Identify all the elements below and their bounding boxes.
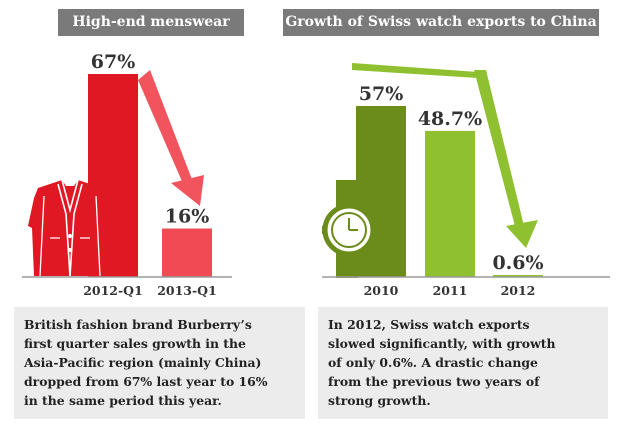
right-category-label: 2011: [433, 283, 468, 298]
left-category-label: 2013-Q1: [157, 283, 217, 298]
left-category-label: 2012-Q1: [83, 283, 143, 298]
right-down-arrow-icon: [352, 63, 538, 248]
left-bar-2013-Q1: [162, 228, 212, 277]
wristwatch-icon: [322, 180, 376, 278]
right-value-label: 0.6%: [492, 252, 543, 274]
right-chart-title: Growth of Swiss watch exports to China: [283, 9, 599, 36]
right-bar-2011: [425, 130, 475, 277]
right-category-label: 2010: [364, 283, 399, 298]
left-caption-text: British fashion brand Burberry’s first q…: [24, 317, 268, 408]
left-value-label: 16%: [165, 206, 210, 228]
right-value-label: 57%: [359, 83, 404, 105]
left-value-label: 67%: [91, 51, 136, 73]
left-chart-title: High-end menswear: [58, 9, 244, 36]
left-caption-panel: British fashion brand Burberry’s first q…: [14, 307, 305, 419]
right-caption-text: In 2012, Swiss watch exports slowed sign…: [328, 317, 556, 408]
right-caption-panel: In 2012, Swiss watch exports slowed sign…: [318, 307, 608, 419]
right-category-label: 2012: [501, 283, 536, 298]
charts-canvas: 67% 2012-Q1 16% 2013-Q1 57% 2010 48.7% 2011 0.6…: [22, 51, 610, 298]
right-value-label: 48.7%: [418, 108, 482, 130]
right-bar-2012: [493, 275, 543, 277]
left-down-arrow-icon: [138, 70, 204, 206]
jacket-icon: [28, 179, 112, 277]
